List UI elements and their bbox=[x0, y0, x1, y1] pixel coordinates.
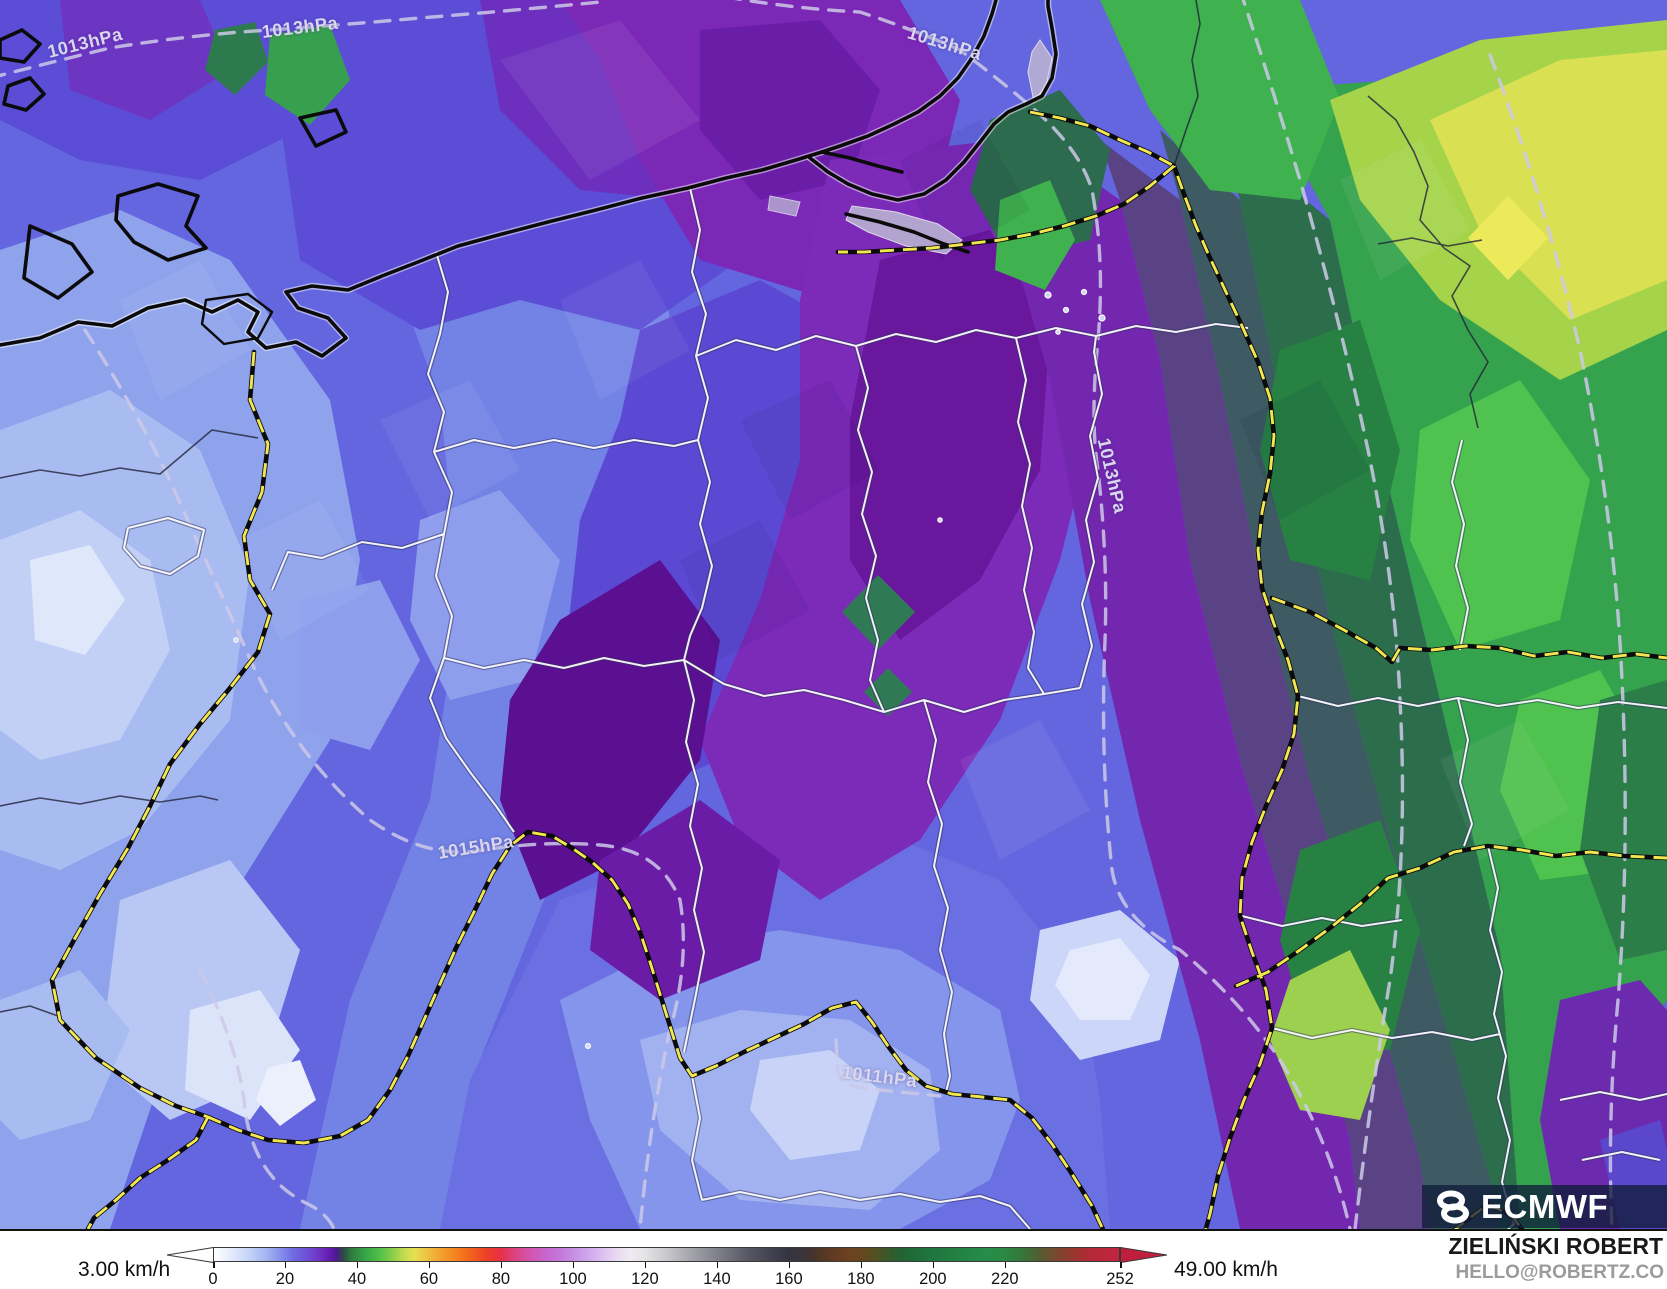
colorbar-tick-label: 200 bbox=[919, 1270, 947, 1288]
colorbar-tick-label: 0 bbox=[208, 1270, 218, 1288]
attribution-contact: HELLO@ROBERTZ.CO bbox=[1455, 1262, 1664, 1283]
colorbar-tick-label: 100 bbox=[559, 1270, 587, 1288]
colorbar-tick-label: 180 bbox=[847, 1270, 875, 1288]
facet-overlay bbox=[120, 20, 1570, 860]
colorbar-tick-label: 20 bbox=[275, 1270, 295, 1288]
colorbar-tick-label: 140 bbox=[703, 1270, 731, 1288]
colorbar-tick-label: 60 bbox=[419, 1270, 439, 1288]
scale-max-label: 49.00 km/h bbox=[1174, 1258, 1278, 1281]
scale-min-label: 3.00 km/h bbox=[78, 1258, 171, 1281]
colorbar-tick-mark bbox=[213, 1262, 215, 1268]
colorbar-tick-mark bbox=[932, 1262, 935, 1268]
attribution-author: ZIELIŃSKI ROBERT bbox=[1448, 1233, 1663, 1259]
weather-map: 1013hPa 1013hPa 1013hPa 1013hPa 1015hPa 1011h… bbox=[0, 0, 1667, 1231]
colorbar-tick-mark bbox=[716, 1262, 719, 1268]
colorbar-tick-label: 120 bbox=[631, 1270, 659, 1288]
colorbar-tick-mark bbox=[500, 1262, 503, 1268]
colorbar-tick-label: 40 bbox=[347, 1270, 367, 1288]
colorbar-tick-mark bbox=[1120, 1262, 1122, 1268]
ecmwf-logo: ECMWF bbox=[1422, 1185, 1667, 1228]
colorbar-tick-mark bbox=[428, 1262, 431, 1268]
colorbar-tick-mark bbox=[284, 1262, 287, 1268]
map-canvas bbox=[0, 0, 1667, 1229]
state-borders bbox=[0, 0, 1489, 1017]
colorbar-tick-label: 220 bbox=[991, 1270, 1019, 1288]
colorbar-gradient bbox=[213, 1247, 1120, 1262]
colorbar-tick-label: 80 bbox=[491, 1270, 511, 1288]
colorbar-tick-label: 160 bbox=[775, 1270, 803, 1288]
colorbar-tick-mark bbox=[1004, 1262, 1007, 1268]
lakes bbox=[233, 288, 1106, 1049]
colorbar-tick-mark bbox=[644, 1262, 647, 1268]
ecmwf-logo-icon bbox=[1437, 1190, 1469, 1223]
colorbar-tick-mark bbox=[572, 1262, 575, 1268]
colorbar-tick-mark bbox=[788, 1262, 791, 1268]
colorbar-tick-label: 252 bbox=[1106, 1270, 1134, 1288]
colorbar-arrows bbox=[166, 1246, 1168, 1264]
colorbar-tick-mark bbox=[356, 1262, 359, 1268]
colorbar-legend: 3.00 km/h 49.00 km/h 0 20 40 60 80 100 120 140 1… bbox=[0, 1231, 1667, 1288]
ecmwf-logo-text: ECMWF bbox=[1481, 1188, 1609, 1225]
colorbar-tick-mark bbox=[860, 1262, 863, 1268]
